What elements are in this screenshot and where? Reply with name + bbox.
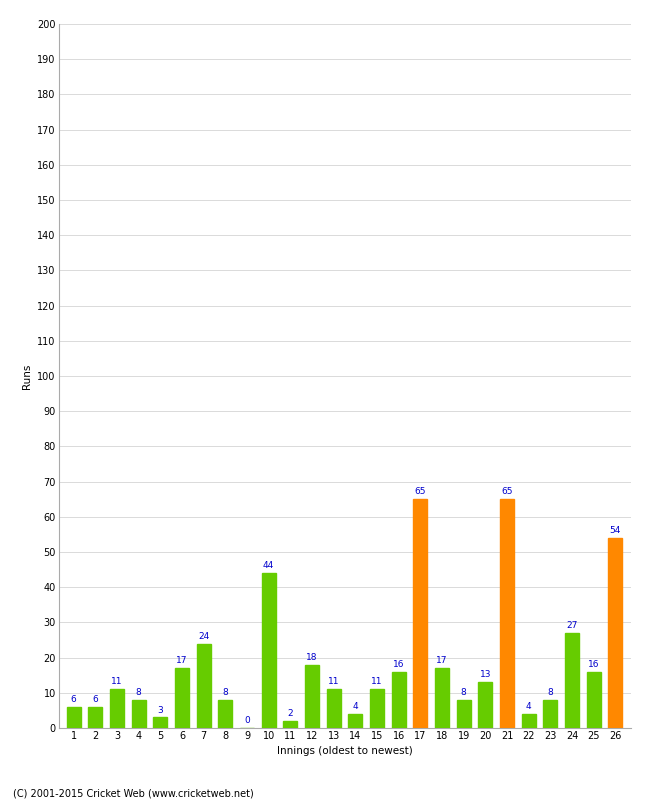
Bar bbox=[391, 672, 406, 728]
Bar bbox=[153, 718, 168, 728]
Text: 8: 8 bbox=[136, 688, 142, 697]
Text: 44: 44 bbox=[263, 562, 274, 570]
Text: 11: 11 bbox=[111, 678, 123, 686]
Bar bbox=[283, 721, 298, 728]
Y-axis label: Runs: Runs bbox=[21, 363, 32, 389]
Bar bbox=[500, 499, 514, 728]
Bar bbox=[478, 682, 493, 728]
Text: 8: 8 bbox=[547, 688, 553, 697]
Bar bbox=[131, 700, 146, 728]
Bar bbox=[305, 665, 319, 728]
Bar bbox=[175, 668, 189, 728]
Bar bbox=[565, 633, 579, 728]
Text: 54: 54 bbox=[610, 526, 621, 535]
Text: 13: 13 bbox=[480, 670, 491, 679]
Text: 16: 16 bbox=[393, 660, 404, 669]
Bar bbox=[413, 499, 428, 728]
Text: 2: 2 bbox=[287, 709, 293, 718]
Text: 4: 4 bbox=[352, 702, 358, 711]
Bar bbox=[66, 707, 81, 728]
Bar bbox=[218, 700, 233, 728]
Bar bbox=[196, 643, 211, 728]
Text: 8: 8 bbox=[222, 688, 228, 697]
Text: (C) 2001-2015 Cricket Web (www.cricketweb.net): (C) 2001-2015 Cricket Web (www.cricketwe… bbox=[13, 788, 254, 798]
Bar bbox=[586, 672, 601, 728]
Bar bbox=[521, 714, 536, 728]
Bar bbox=[608, 538, 622, 728]
Bar bbox=[110, 690, 124, 728]
Bar bbox=[88, 707, 103, 728]
X-axis label: Innings (oldest to newest): Innings (oldest to newest) bbox=[277, 746, 412, 756]
Bar bbox=[370, 690, 384, 728]
Bar bbox=[262, 573, 276, 728]
Text: 6: 6 bbox=[71, 695, 77, 704]
Text: 65: 65 bbox=[501, 487, 513, 496]
Text: 27: 27 bbox=[566, 621, 578, 630]
Bar bbox=[348, 714, 363, 728]
Text: 0: 0 bbox=[244, 716, 250, 725]
Bar bbox=[435, 668, 449, 728]
Text: 16: 16 bbox=[588, 660, 599, 669]
Text: 18: 18 bbox=[306, 653, 318, 662]
Text: 17: 17 bbox=[436, 656, 448, 666]
Text: 24: 24 bbox=[198, 632, 209, 641]
Text: 17: 17 bbox=[176, 656, 188, 666]
Text: 11: 11 bbox=[371, 678, 383, 686]
Text: 11: 11 bbox=[328, 678, 339, 686]
Text: 4: 4 bbox=[526, 702, 532, 711]
Text: 8: 8 bbox=[461, 688, 467, 697]
Bar bbox=[457, 700, 471, 728]
Bar bbox=[327, 690, 341, 728]
Text: 6: 6 bbox=[92, 695, 98, 704]
Text: 65: 65 bbox=[415, 487, 426, 496]
Text: 3: 3 bbox=[157, 706, 163, 714]
Bar bbox=[543, 700, 558, 728]
